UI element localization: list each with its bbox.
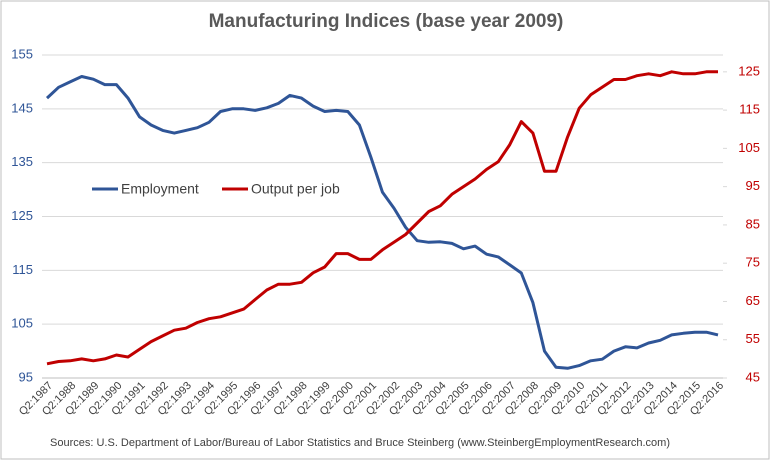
y-tick-label: 145 [11, 100, 33, 115]
y2-tick-label: 65 [746, 293, 760, 308]
y-tick-label: 115 [12, 262, 33, 277]
y2-tick-label: 105 [738, 140, 760, 155]
legend: Employment Output per job [92, 181, 340, 197]
chart-title: Manufacturing Indices (base year 2009) [209, 11, 564, 32]
source-note: Sources: U.S. Department of Labor/Bureau… [50, 437, 670, 449]
y2-tick-label: 115 [739, 102, 760, 117]
y-tick-label: 155 [11, 46, 33, 61]
y2-tick-label: 125 [738, 63, 760, 78]
y2-tick-label: 95 [746, 178, 760, 193]
series-line [46, 70, 718, 366]
y2-tick-label: 55 [746, 331, 760, 346]
legend-label: Output per job [251, 181, 340, 197]
y2-tick-label: 85 [746, 216, 760, 231]
y-tick-label: 125 [11, 208, 33, 223]
series-line [45, 75, 719, 370]
y2-tick-label: 45 [746, 369, 760, 384]
y-tick-label: 105 [11, 316, 33, 331]
legend-label: Employment [121, 181, 199, 197]
y-tick-label: 135 [11, 154, 33, 169]
y-tick-label: 95 [19, 369, 33, 384]
y2-tick-label: 75 [746, 255, 760, 270]
